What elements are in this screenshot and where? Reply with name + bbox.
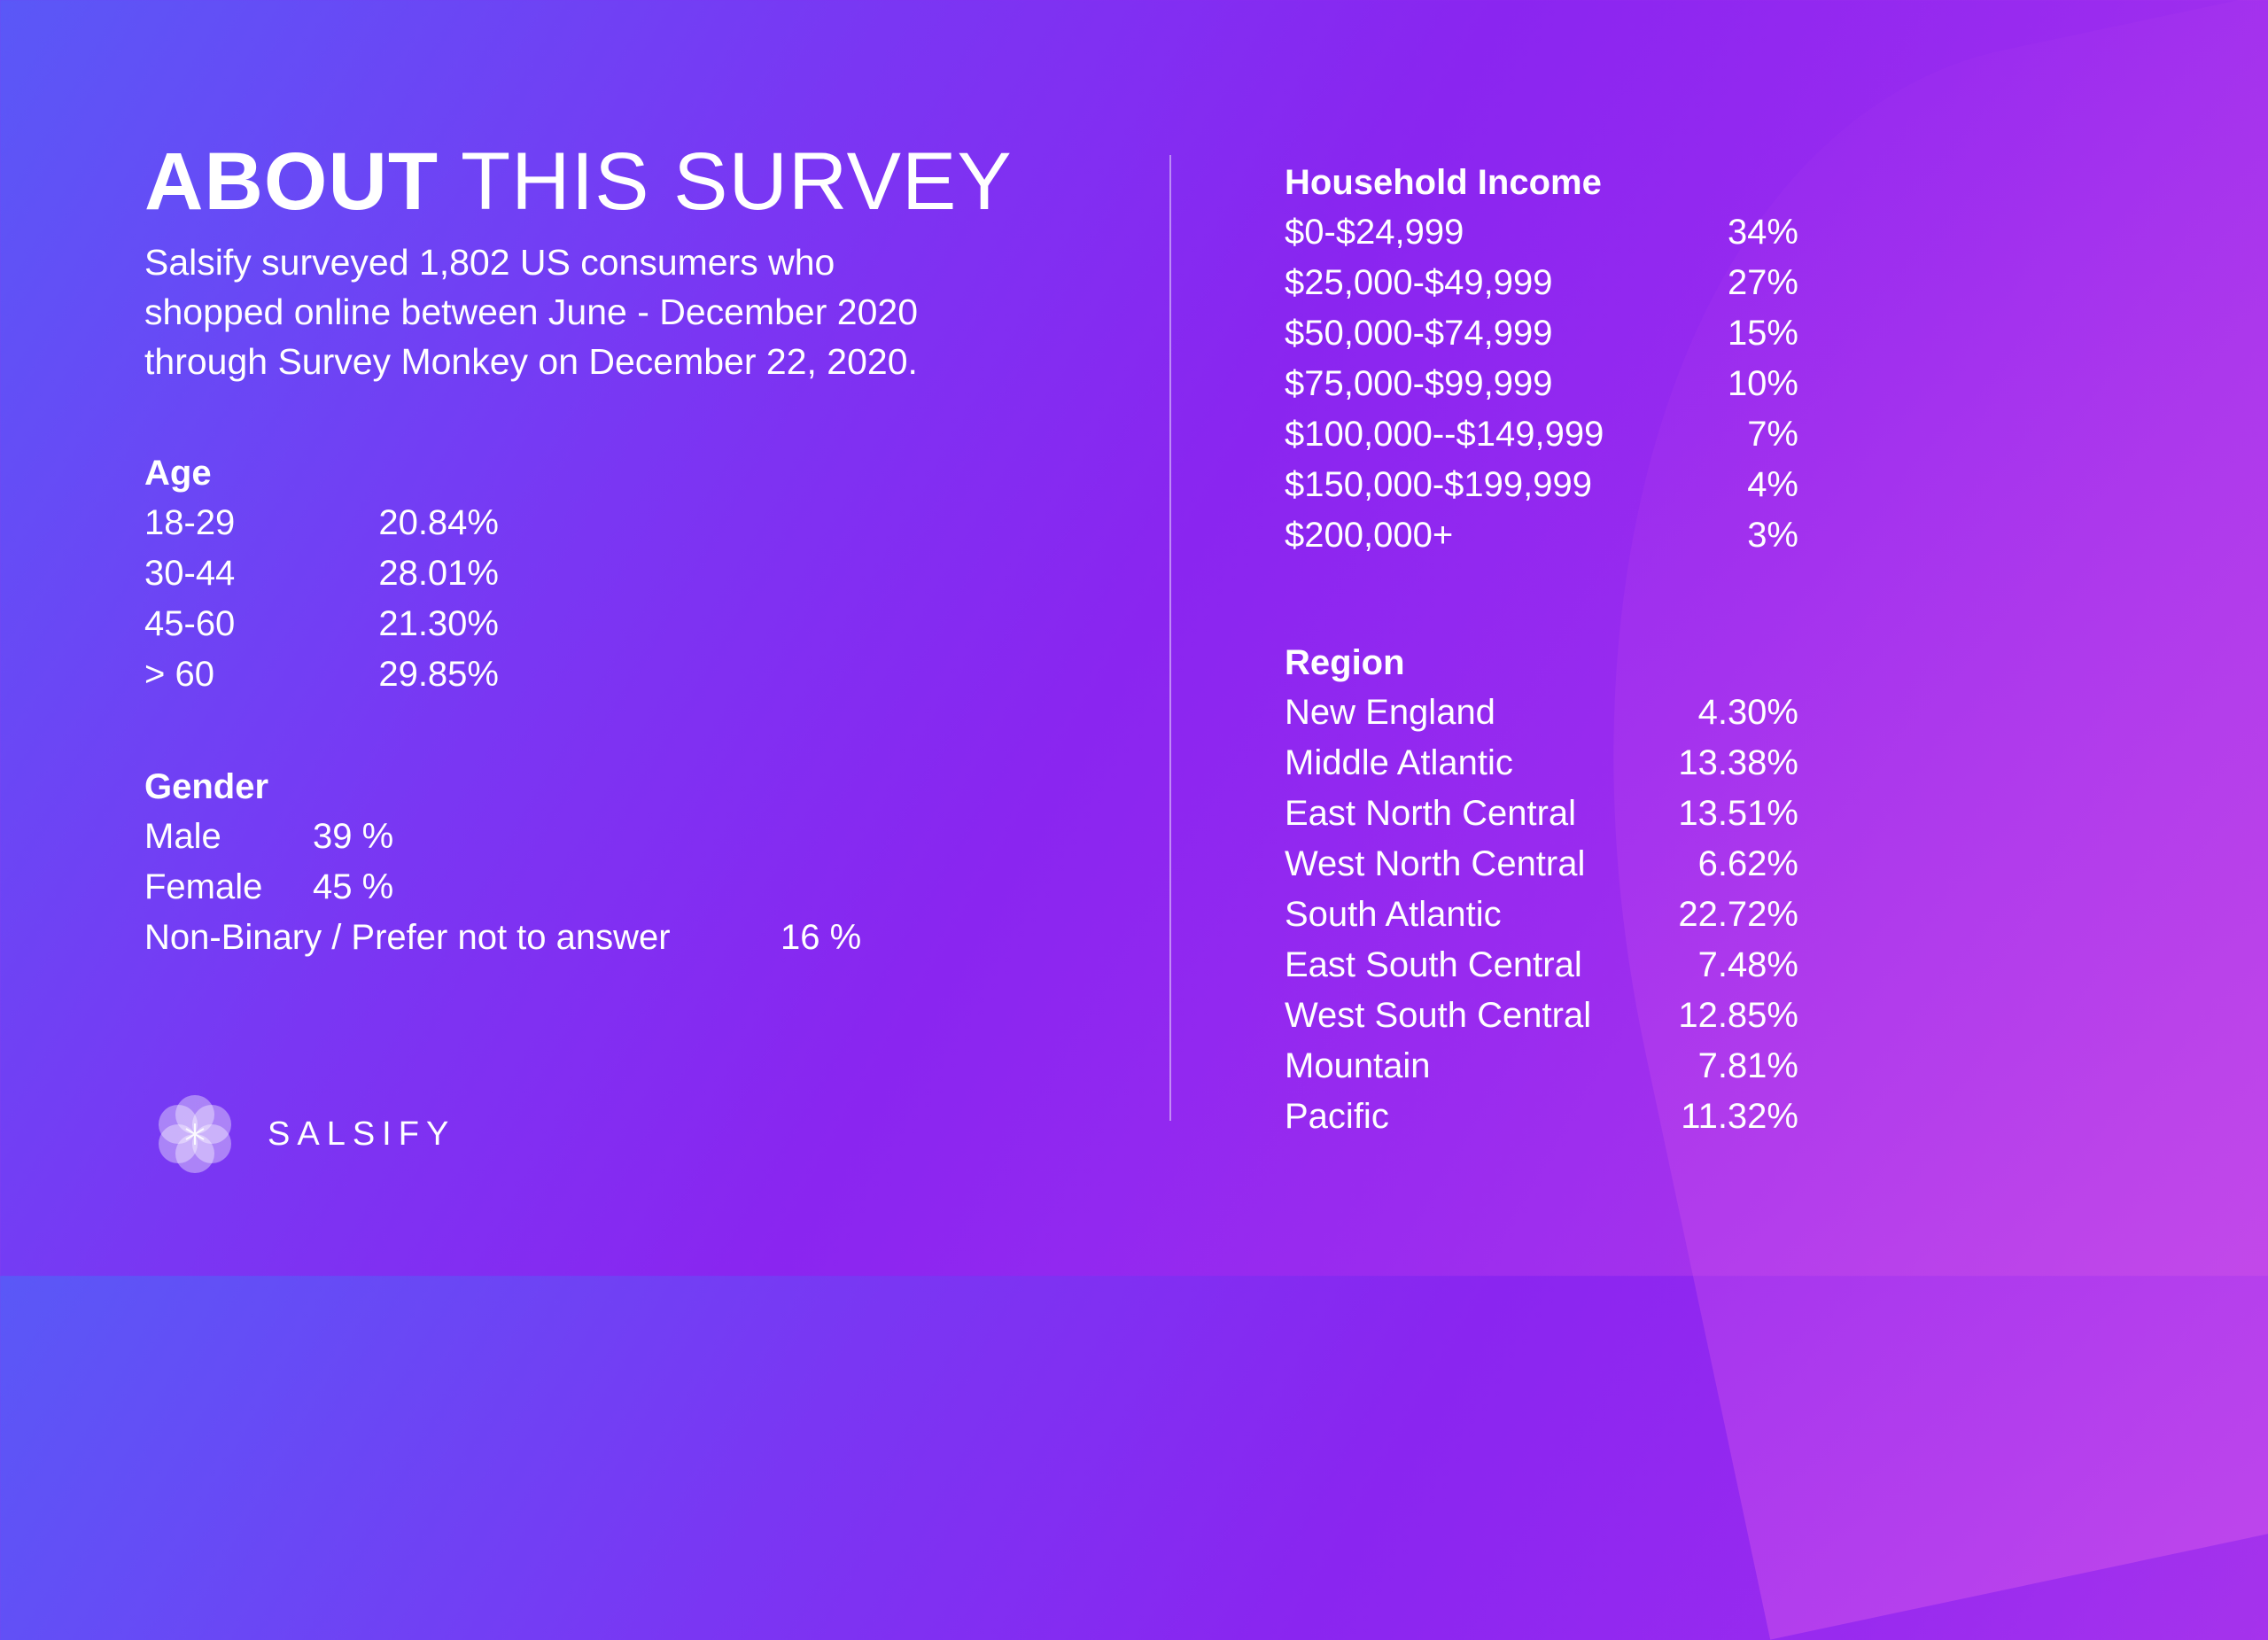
survey-header: ABOUT THIS SURVEY Salsify surveyed 1,802… [144, 133, 1119, 386]
income-label: $100,000--$149,999 [1285, 415, 1604, 454]
salsify-logo: SALSIFY [151, 1090, 455, 1178]
region-row: New England 4.30% [1285, 688, 1798, 738]
region-value: 4.30% [1697, 693, 1798, 732]
region-value: 12.85% [1678, 996, 1798, 1035]
region-label: West South Central [1285, 996, 1592, 1035]
region-label: South Atlantic [1285, 895, 1502, 934]
survey-intro: Salsify surveyed 1,802 US consumers who … [144, 237, 1066, 386]
age-row: > 60 29.85% [144, 649, 517, 700]
income-label: $75,000-$99,999 [1285, 364, 1553, 403]
region-value: 13.51% [1678, 794, 1798, 833]
income-heading: Household Income [1285, 163, 1602, 202]
region-section: Region New England 4.30% Middle Atlantic 1… [1285, 638, 1798, 1142]
age-value: 28.01% [378, 554, 499, 593]
page-title: ABOUT THIS SURVEY [144, 133, 1119, 230]
income-row: $25,000-$49,999 27% [1285, 258, 1798, 308]
age-label: 18-29 [144, 503, 236, 542]
income-label: $25,000-$49,999 [1285, 263, 1553, 302]
income-row: $0-$24,999 34% [1285, 207, 1798, 258]
income-label: $50,000-$74,999 [1285, 314, 1553, 353]
gender-row: Non-Binary / Prefer not to answer 16 % [144, 913, 942, 963]
age-label: 30-44 [144, 554, 236, 593]
income-value: 34% [1727, 213, 1798, 252]
region-value: 7.48% [1697, 945, 1798, 984]
income-value: 27% [1727, 263, 1798, 302]
age-section: Age 18-29 20.84% 30-44 28.01% 45-60 21.30% … [144, 448, 517, 700]
region-value: 11.32% [1681, 1097, 1798, 1136]
region-row: West North Central 6.62% [1285, 839, 1798, 890]
region-label: West North Central [1285, 844, 1586, 883]
age-label: > 60 [144, 655, 214, 694]
region-heading: Region [1285, 643, 1405, 682]
gender-value: 16 % [781, 918, 862, 957]
region-value: 7.81% [1697, 1046, 1798, 1085]
region-label: East North Central [1285, 794, 1577, 833]
age-row: 30-44 28.01% [144, 548, 517, 599]
region-row: Pacific 11.32% [1285, 1092, 1798, 1142]
gender-value: 39 % [313, 817, 394, 856]
region-label: Pacific [1285, 1097, 1389, 1136]
income-row: $100,000--$149,999 7% [1285, 409, 1798, 460]
intro-line: shopped online between June - December 2… [144, 291, 918, 332]
income-label: $0-$24,999 [1285, 213, 1464, 252]
income-value: 10% [1727, 364, 1798, 403]
region-value: 22.72% [1678, 895, 1798, 934]
income-value: 3% [1747, 516, 1798, 555]
income-value: 7% [1747, 415, 1798, 454]
income-value: 4% [1747, 465, 1798, 504]
income-label: $150,000-$199,999 [1285, 465, 1592, 504]
income-row: $50,000-$74,999 15% [1285, 308, 1798, 359]
gender-label: Female [144, 867, 263, 906]
gender-label: Non-Binary / Prefer not to answer [144, 918, 671, 957]
intro-line: Salsify surveyed 1,802 US consumers who [144, 242, 835, 283]
region-value: 13.38% [1678, 743, 1798, 782]
region-value: 6.62% [1697, 844, 1798, 883]
region-row: East South Central 7.48% [1285, 940, 1798, 991]
age-row: 45-60 21.30% [144, 599, 517, 649]
region-row: East North Central 13.51% [1285, 789, 1798, 839]
region-label: East South Central [1285, 945, 1582, 984]
income-row: $150,000-$199,999 4% [1285, 460, 1798, 510]
age-value: 29.85% [378, 655, 499, 694]
gender-section: Gender Male 39 % Female 45 % Non-Binary / … [144, 762, 942, 963]
age-heading: Age [144, 454, 212, 493]
region-row: Mountain 7.81% [1285, 1041, 1798, 1092]
gender-label: Male [144, 817, 221, 856]
age-value: 21.30% [378, 604, 499, 643]
salsify-wordmark: SALSIFY [268, 1115, 456, 1153]
gender-row: Female 45 % [144, 862, 942, 913]
income-value: 15% [1727, 314, 1798, 353]
column-divider [1169, 155, 1171, 1121]
gender-heading: Gender [144, 767, 269, 806]
region-row: Middle Atlantic 13.38% [1285, 738, 1798, 789]
age-label: 45-60 [144, 604, 236, 643]
income-section: Household Income $0-$24,999 34% $25,000-$… [1285, 158, 1798, 561]
intro-line: through Survey Monkey on December 22, 20… [144, 341, 918, 382]
region-label: Middle Atlantic [1285, 743, 1513, 782]
region-row: South Atlantic 22.72% [1285, 890, 1798, 940]
income-row: $75,000-$99,999 10% [1285, 359, 1798, 409]
income-label: $200,000+ [1285, 516, 1454, 555]
title-rest: THIS SURVEY [460, 136, 1013, 227]
region-label: Mountain [1285, 1046, 1431, 1085]
age-row: 18-29 20.84% [144, 498, 517, 548]
title-bold: ABOUT [144, 136, 439, 227]
age-value: 20.84% [378, 503, 499, 542]
gender-value: 45 % [313, 867, 394, 906]
region-row: West South Central 12.85% [1285, 991, 1798, 1041]
gender-row: Male 39 % [144, 812, 942, 862]
income-row: $200,000+ 3% [1285, 510, 1798, 561]
region-label: New England [1285, 693, 1495, 732]
salsify-flower-icon [159, 1095, 231, 1173]
